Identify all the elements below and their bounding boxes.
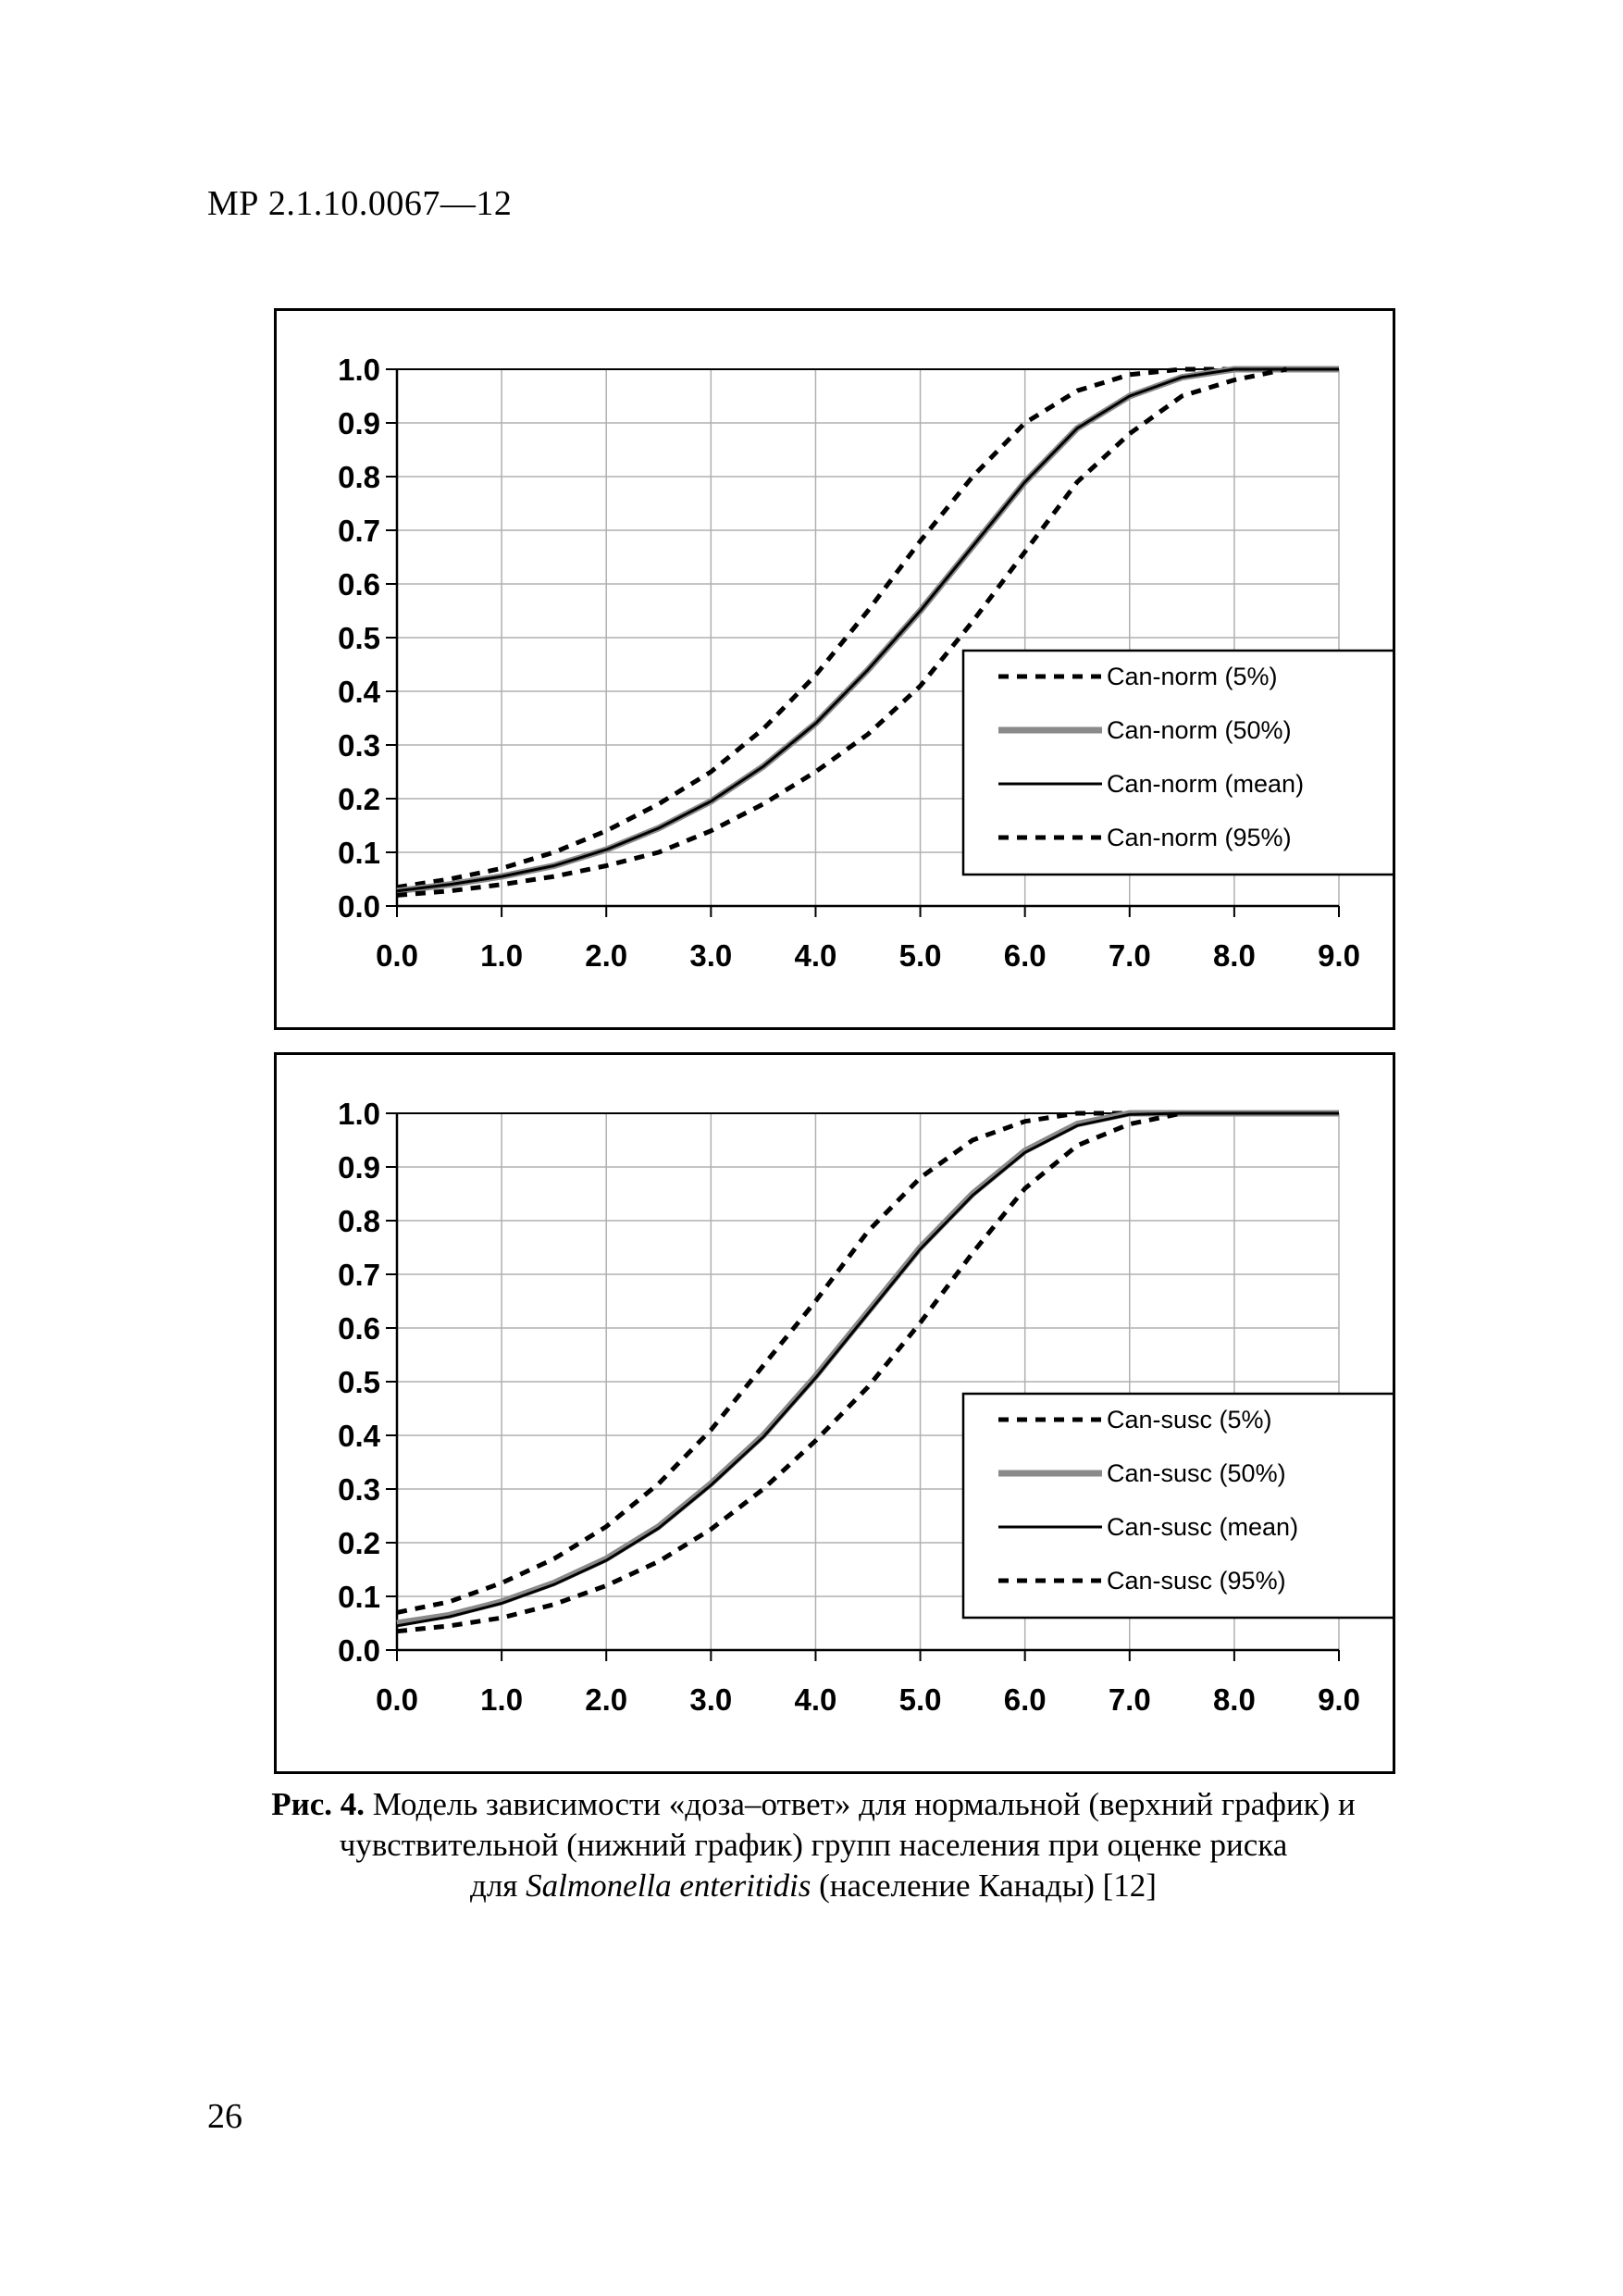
legend-box xyxy=(961,1392,1393,1620)
y-tick-label: 0.0 xyxy=(338,889,380,924)
figure-label: Рис. 4. xyxy=(271,1786,365,1822)
x-tick-label: 4.0 xyxy=(795,938,837,973)
y-tick-label: 0.5 xyxy=(338,621,380,655)
legend-label: Can-susc (mean) xyxy=(1107,1513,1298,1541)
legend-label: Can-susc (95%) xyxy=(1107,1567,1286,1595)
x-tick-label: 3.0 xyxy=(689,938,732,973)
y-tick-label: 0.3 xyxy=(338,1472,380,1507)
legend-label: Can-norm (mean) xyxy=(1107,770,1304,798)
x-tick-label: 7.0 xyxy=(1109,938,1151,973)
y-tick-label: 0.8 xyxy=(338,1204,380,1238)
x-tick-label: 0.0 xyxy=(376,938,418,973)
page-number: 26 xyxy=(207,2097,242,2136)
caption-line-2: чувствительной (нижний график) групп нас… xyxy=(339,1827,1288,1863)
y-tick-label: 0.4 xyxy=(338,675,381,709)
y-tick-label: 0.9 xyxy=(338,1150,380,1185)
y-tick-label: 0.2 xyxy=(338,1526,380,1560)
y-tick-label: 1.0 xyxy=(338,1097,380,1131)
series-line-1 xyxy=(396,1111,1130,1615)
x-tick-label: 3.0 xyxy=(689,1682,732,1717)
chart-top-normal-population: 0.0 1.0 2.0 3.0 4.0 5.0 6.0 7.0 8.0 9.0 0.0 0.1 0.2 0… xyxy=(274,308,1395,1030)
legend-label: Can-norm (95%) xyxy=(1107,824,1292,851)
series-line-4 xyxy=(396,1111,1183,1634)
x-tick-label: 9.0 xyxy=(1318,938,1360,973)
caption-line-1: Модель зависимости «доза–ответ» для норм… xyxy=(365,1786,1356,1822)
x-tick-label: 5.0 xyxy=(899,1682,942,1717)
x-tick-label: 2.0 xyxy=(585,938,627,973)
series-line-3 xyxy=(396,367,1339,893)
chart-top-svg: 0.0 1.0 2.0 3.0 4.0 5.0 6.0 7.0 8.0 9.0 0.0 0.1 0.2 0… xyxy=(338,353,1393,973)
x-tick-label: 2.0 xyxy=(585,1682,627,1717)
legend-label: Can-norm (50%) xyxy=(1107,716,1292,744)
y-tick-label: 0.4 xyxy=(338,1419,381,1453)
legend-label: Can-susc (50%) xyxy=(1107,1459,1286,1487)
y-tick-label: 0.7 xyxy=(338,514,380,548)
y-tick-label: 0.1 xyxy=(338,1580,380,1614)
x-tick-label: 0.0 xyxy=(376,1682,418,1717)
x-tick-label: 7.0 xyxy=(1109,1682,1151,1717)
chart-bottom-svg: 0.0 1.0 2.0 3.0 4.0 5.0 6.0 7.0 8.0 9.0 0.0 0.1 0.2 0… xyxy=(338,1097,1393,1717)
y-tick-label: 0.8 xyxy=(338,460,380,494)
y-tick-label: 0.5 xyxy=(338,1365,380,1399)
y-tick-label: 0.1 xyxy=(338,836,380,870)
y-tick-label: 0.2 xyxy=(338,782,380,816)
caption-line-3-end: (население Канады) [12] xyxy=(811,1868,1157,1904)
chart-bottom-susceptible-population: 0.0 1.0 2.0 3.0 4.0 5.0 6.0 7.0 8.0 9.0 0.0 0.1 0.2 0… xyxy=(274,1052,1395,1774)
caption-line-3-start: для xyxy=(470,1868,527,1904)
y-tick-label: 0.6 xyxy=(338,567,380,602)
x-tick-label: 4.0 xyxy=(795,1682,837,1717)
document-number: МР 2.1.10.0067—12 xyxy=(207,184,513,223)
y-tick-label: 0.9 xyxy=(338,406,380,441)
y-tick-label: 0.6 xyxy=(338,1311,380,1346)
legend-box xyxy=(961,649,1393,876)
x-tick-label: 1.0 xyxy=(480,938,523,973)
figure-caption: Рис. 4. Модель зависимости «доза–ответ» … xyxy=(207,1784,1419,1906)
x-tick-label: 8.0 xyxy=(1213,938,1256,973)
legend-label: Can-susc (5%) xyxy=(1107,1406,1272,1433)
y-tick-label: 0.3 xyxy=(338,728,380,763)
series-line-4 xyxy=(396,366,1287,898)
y-tick-label: 0.0 xyxy=(338,1633,380,1668)
x-tick-label: 6.0 xyxy=(1004,938,1047,973)
series-line-3 xyxy=(396,1111,1339,1628)
caption-species-name: Salmonella enteritidis xyxy=(526,1868,812,1904)
y-tick-label: 1.0 xyxy=(338,353,380,387)
x-tick-label: 8.0 xyxy=(1213,1682,1256,1717)
series-line-1 xyxy=(396,366,1287,890)
x-tick-label: 1.0 xyxy=(480,1682,523,1717)
legend-label: Can-norm (5%) xyxy=(1107,663,1278,690)
x-tick-label: 9.0 xyxy=(1318,1682,1360,1717)
x-tick-label: 5.0 xyxy=(899,938,942,973)
y-tick-label: 0.7 xyxy=(338,1258,380,1292)
x-tick-label: 6.0 xyxy=(1004,1682,1047,1717)
